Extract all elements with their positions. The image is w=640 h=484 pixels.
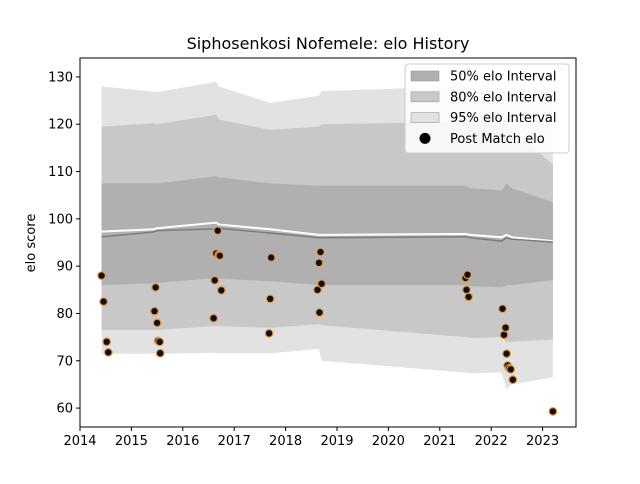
interval-band-50	[101, 176, 553, 288]
post-match-point	[265, 294, 275, 304]
post-match-point	[548, 407, 558, 416]
legend-swatch	[410, 70, 440, 82]
post-match-point	[102, 337, 112, 347]
x-tick-label: 2021	[423, 434, 456, 449]
legend-swatch	[410, 112, 440, 123]
legend-label: 95% elo Interval	[450, 111, 557, 126]
post-match-point	[464, 292, 474, 302]
post-match-point	[155, 337, 165, 347]
post-match-point	[506, 364, 516, 374]
legend-marker	[419, 132, 431, 144]
legend-swatch	[410, 91, 440, 103]
post-match-point	[215, 251, 225, 261]
legend-label: Post Match elo	[450, 132, 545, 147]
post-match-point	[501, 323, 511, 333]
post-match-point	[97, 271, 106, 281]
y-axis-label: elo score	[24, 214, 39, 273]
y-tick-label: 80	[56, 307, 73, 322]
post-match-point	[315, 308, 324, 317]
post-match-point	[209, 313, 219, 323]
legend-label: 50% elo Interval	[450, 70, 557, 85]
x-tick-label: 2015	[115, 434, 148, 449]
post-match-point	[210, 275, 220, 285]
post-match-point	[313, 285, 322, 295]
post-match-point	[151, 283, 161, 292]
post-match-point	[213, 226, 223, 236]
post-match-point	[498, 304, 507, 314]
y-tick-label: 130	[48, 70, 73, 85]
axes-frame	[79, 57, 577, 428]
post-match-point	[462, 285, 471, 295]
x-tick-label: 2018	[269, 434, 302, 449]
x-tick-label: 2019	[320, 434, 353, 449]
x-tick-label: 2014	[63, 434, 96, 449]
x-tick-label: 2017	[218, 434, 251, 449]
post-match-point	[499, 330, 509, 340]
elo-lines	[101, 221, 553, 243]
post-match-point	[103, 347, 113, 357]
post-match-point	[317, 279, 327, 289]
y-tick-label: 120	[48, 118, 73, 133]
post-match-point	[216, 285, 226, 295]
x-tick-label: 2022	[475, 434, 508, 449]
x-tick-label: 2023	[526, 434, 559, 449]
post-match-point	[463, 270, 472, 280]
elo-upper-line	[101, 221, 553, 243]
y-tick-label: 90	[56, 260, 73, 275]
y-tick-label: 60	[56, 402, 73, 417]
post-match-point	[99, 297, 108, 307]
legend: 50% elo Interval 80% elo Interval 95% elo …	[404, 63, 570, 154]
x-tick-label: 2020	[372, 434, 405, 449]
post-match-point	[502, 349, 512, 359]
elo-mean-line	[101, 227, 553, 243]
post-match-point	[264, 328, 274, 338]
y-axis: 60 70 80 90 100 110 120 130	[48, 70, 80, 417]
x-axis: 2014 2015 2016 2017 2018 2019 2020 2021 2022 2023	[63, 427, 559, 449]
post-match-point	[155, 348, 165, 358]
post-match-point	[314, 258, 324, 268]
post-match-point	[316, 247, 325, 257]
post-match-point	[150, 306, 159, 316]
post-match-point	[266, 253, 276, 263]
y-tick-label: 100	[48, 212, 73, 227]
chart-title: Siphosenkosi Nofemele: elo History	[187, 34, 470, 53]
legend-box	[404, 63, 570, 154]
x-tick-label: 2016	[166, 434, 199, 449]
post-match-point	[508, 375, 518, 385]
post-match-point	[152, 318, 162, 328]
legend-label: 80% elo Interval	[450, 90, 557, 105]
post-match-points	[97, 226, 558, 416]
y-tick-label: 110	[48, 165, 73, 180]
y-tick-label: 70	[56, 354, 73, 369]
